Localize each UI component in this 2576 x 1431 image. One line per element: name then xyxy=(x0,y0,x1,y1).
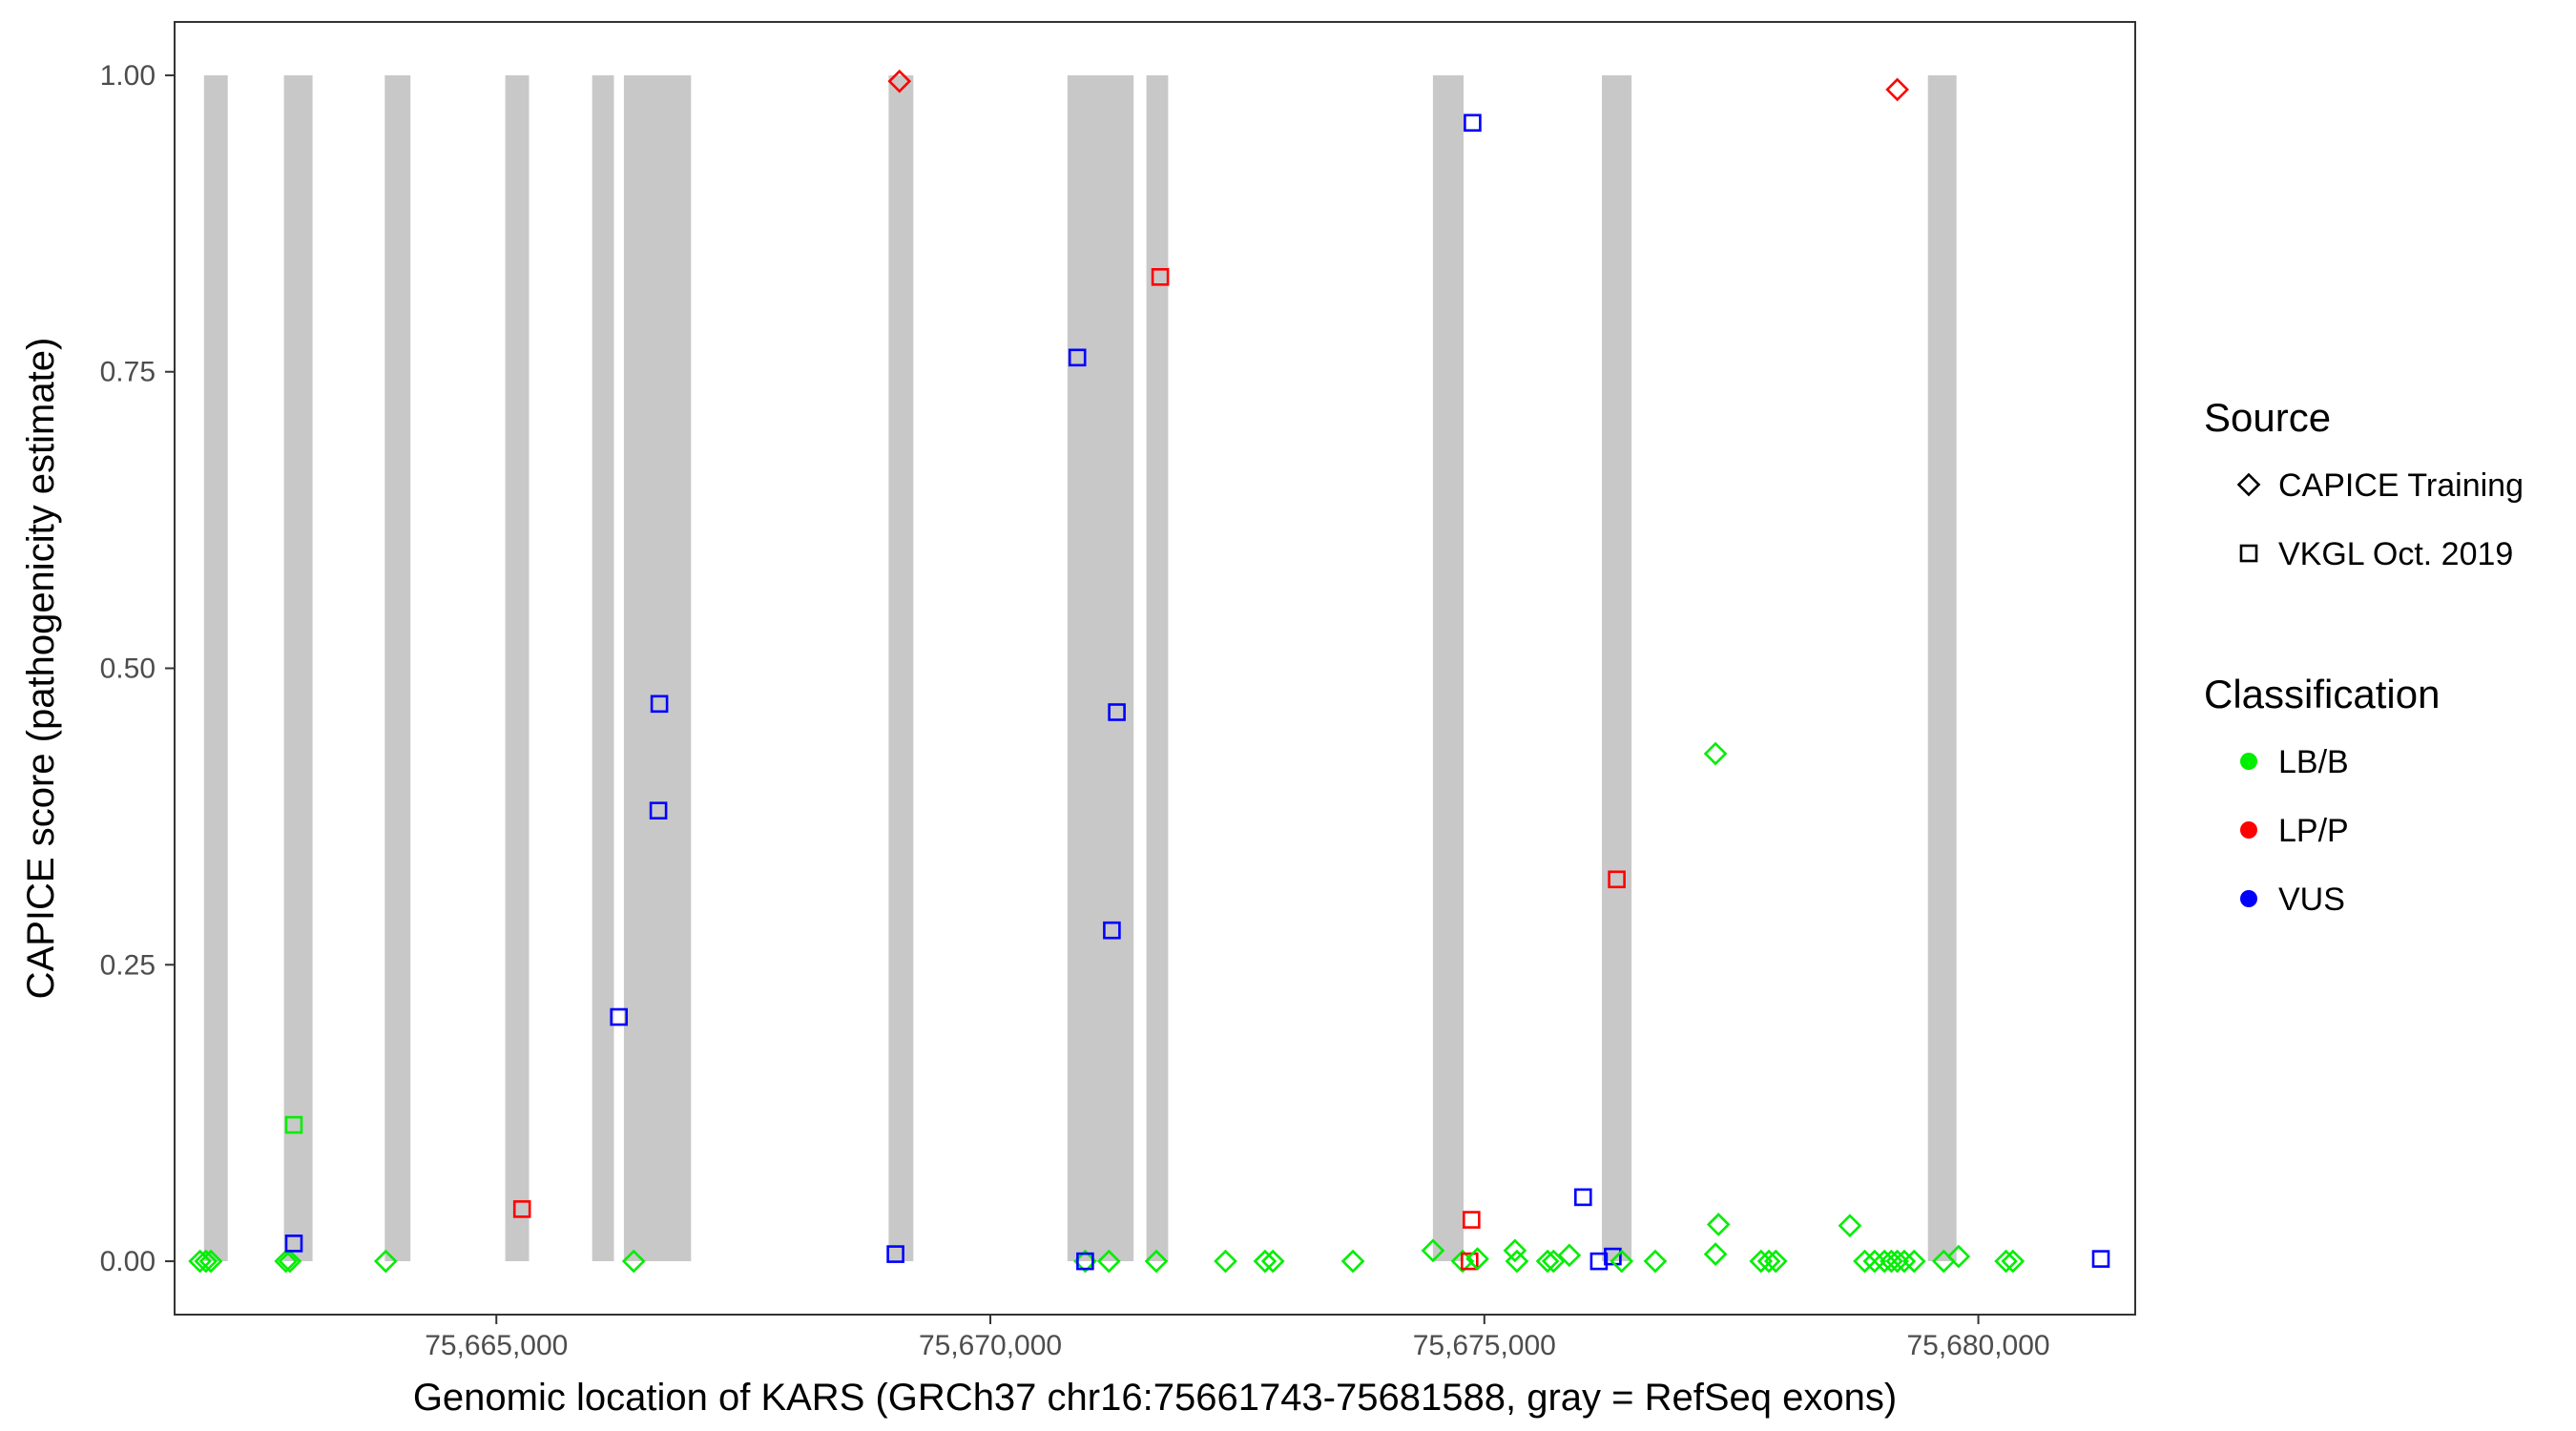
data-point-2 xyxy=(194,1249,218,1274)
data-point-62 xyxy=(1994,1249,2018,1274)
data-point-33 xyxy=(1465,1247,1489,1271)
data-point-64 xyxy=(2091,1250,2110,1268)
data-point-63 xyxy=(2001,1249,2025,1274)
legend-classification-title: Classification xyxy=(2204,672,2440,716)
exon-bar-6 xyxy=(623,74,692,1261)
legend-classification-symbol xyxy=(2240,821,2257,839)
y-tick-label: 0.25 xyxy=(100,949,156,981)
data-point-58 xyxy=(1901,1249,1926,1274)
data-point-15 xyxy=(886,1245,904,1263)
legend-source-symbol xyxy=(2239,544,2258,563)
data-point-53 xyxy=(1862,1249,1887,1274)
data-point-32 xyxy=(1464,114,1482,132)
data-point-46 xyxy=(1706,1213,1731,1236)
x-tick-label: 75,670,000 xyxy=(919,1330,1062,1361)
data-point-16 xyxy=(1068,348,1087,367)
data-point-43 xyxy=(1610,1249,1634,1274)
data-point-49 xyxy=(1756,1249,1781,1274)
data-point-4 xyxy=(274,1249,299,1274)
data-point-51 xyxy=(1838,1213,1862,1238)
exon-bar-10 xyxy=(1432,74,1464,1261)
exon-bar-5 xyxy=(592,74,614,1261)
data-point-48 xyxy=(1749,1249,1774,1274)
legend: Source Classification CAPICE Training VKG… xyxy=(2204,395,2524,918)
exon-bar-3 xyxy=(384,74,411,1261)
data-points xyxy=(188,69,2110,1274)
exon-bar-9 xyxy=(1146,74,1169,1261)
exon-bars xyxy=(203,74,1957,1261)
data-point-7 xyxy=(621,1249,646,1274)
data-point-59 xyxy=(1885,77,1909,102)
data-point-42 xyxy=(1608,870,1626,889)
exon-bar-1 xyxy=(203,74,228,1261)
data-point-41 xyxy=(1604,1247,1622,1266)
legend-classification-label: LB/B xyxy=(2278,744,2349,780)
data-point-50 xyxy=(1763,1249,1788,1274)
data-point-9 xyxy=(284,1234,303,1253)
legend-source-title: Source xyxy=(2204,395,2331,440)
data-point-36 xyxy=(1535,1249,1560,1274)
data-point-14 xyxy=(887,69,912,93)
data-point-52 xyxy=(1853,1249,1877,1274)
x-tick-label: 75,665,000 xyxy=(425,1330,568,1361)
data-point-13 xyxy=(650,695,669,714)
data-point-61 xyxy=(1946,1244,1971,1269)
exon-bar-7 xyxy=(888,74,914,1261)
data-point-12 xyxy=(649,801,668,820)
data-point-47 xyxy=(1703,1242,1728,1266)
x-axis-title: Genomic location of KARS (GRCh37 chr16:7… xyxy=(413,1377,1897,1419)
data-point-19 xyxy=(1096,1249,1121,1274)
legend-source-symbol xyxy=(2236,472,2261,497)
y-tick-label: 0.00 xyxy=(100,1246,156,1277)
data-point-8 xyxy=(284,1115,303,1134)
axes: 75,665,000 75,670,000 75,675,000 75,680,000… xyxy=(100,60,2050,1361)
data-point-23 xyxy=(1144,1249,1169,1274)
data-point-34 xyxy=(1503,1238,1527,1263)
legend-classification-symbol xyxy=(2240,753,2257,770)
data-point-18 xyxy=(1076,1252,1094,1271)
data-point-44 xyxy=(1643,1249,1668,1274)
data-point-56 xyxy=(1885,1249,1909,1274)
legend-source-label: VKGL Oct. 2019 xyxy=(2278,536,2513,572)
data-point-31 xyxy=(1463,1211,1481,1229)
data-point-26 xyxy=(1260,1249,1285,1274)
data-point-22 xyxy=(1151,267,1170,286)
data-point-11 xyxy=(610,1007,629,1027)
exon-bar-12 xyxy=(1927,74,1957,1261)
data-point-40 xyxy=(1589,1252,1609,1271)
y-tick-label: 0.50 xyxy=(100,653,156,685)
data-point-28 xyxy=(1421,1238,1445,1263)
data-point-21 xyxy=(1108,703,1126,721)
data-point-38 xyxy=(1557,1243,1582,1268)
exon-bar-11 xyxy=(1602,74,1632,1261)
data-point-35 xyxy=(1505,1249,1529,1274)
data-point-10 xyxy=(512,1200,531,1218)
y-axis-title: CAPICE score (pathogenicity estimate) xyxy=(20,338,62,1000)
exon-bar-4 xyxy=(505,74,530,1261)
data-point-45 xyxy=(1703,741,1728,766)
legend-classification-symbol xyxy=(2240,890,2257,907)
data-point-25 xyxy=(1253,1249,1278,1274)
x-tick-label: 75,675,000 xyxy=(1413,1330,1556,1361)
y-tick-label: 0.75 xyxy=(100,357,156,388)
y-tick-label: 1.00 xyxy=(100,60,156,92)
legend-source-label: CAPICE Training xyxy=(2278,467,2524,504)
exon-bar-2 xyxy=(283,74,313,1261)
data-point-27 xyxy=(1340,1249,1365,1274)
data-point-1 xyxy=(188,1249,212,1274)
data-point-5 xyxy=(278,1249,302,1274)
exon-bar-8 xyxy=(1067,74,1134,1261)
data-point-30 xyxy=(1461,1252,1479,1271)
data-point-24 xyxy=(1214,1249,1237,1274)
data-point-20 xyxy=(1103,921,1121,940)
legend-classification-label: VUS xyxy=(2278,881,2345,918)
data-point-57 xyxy=(1892,1249,1917,1274)
data-point-3 xyxy=(198,1249,223,1274)
x-tick-label: 75,680,000 xyxy=(1906,1330,2049,1361)
data-point-6 xyxy=(373,1249,398,1274)
legend-classification-label: LP/P xyxy=(2278,813,2349,849)
data-point-39 xyxy=(1574,1188,1592,1207)
